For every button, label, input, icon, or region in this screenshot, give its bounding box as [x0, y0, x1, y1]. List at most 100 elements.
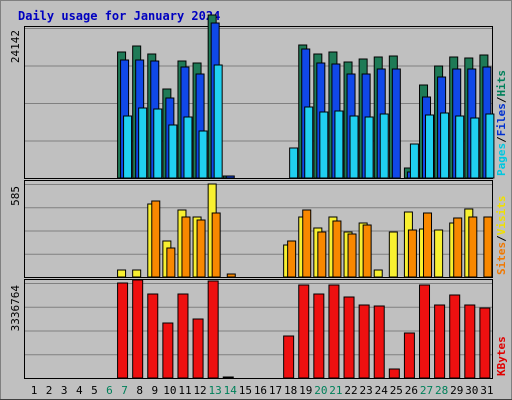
bar-visits-sites-day-13 — [211, 212, 221, 278]
bar-hits-pages-day-20 — [319, 111, 329, 179]
x-tick-label-day-25: 25 — [390, 384, 403, 397]
bar-visits-sites-day-26 — [407, 229, 417, 278]
panel-frame-kbytes — [24, 279, 493, 379]
x-tick-label-day-17: 17 — [269, 384, 282, 397]
bar-hits-pages-day-11 — [183, 116, 193, 179]
bar-kbytes-kbytes-day-23 — [358, 304, 370, 379]
x-tick-label-day-1: 1 — [31, 384, 38, 397]
bar-kbytes-kbytes-day-19 — [298, 284, 310, 379]
bar-visits-sites-day-23 — [362, 224, 372, 278]
x-tick-label-day-15: 15 — [239, 384, 252, 397]
legend-entry-hits-4: Hits — [495, 70, 508, 97]
legend-entry-visits-0: Sites — [495, 242, 508, 275]
x-tick-label-day-7: 7 — [121, 384, 128, 397]
x-tick-label-day-27: 27 — [420, 384, 433, 397]
bar-visits-sites-day-10 — [166, 247, 176, 278]
bar-kbytes-kbytes-day-10 — [162, 322, 174, 379]
bar-kbytes-kbytes-day-14 — [222, 376, 234, 379]
legend-entry-visits-1: / — [495, 235, 508, 242]
bar-hits-files-day-14 — [225, 175, 235, 179]
legend-kbytes: KBytes — [495, 336, 508, 376]
legend-entry-hits-3: / — [495, 96, 508, 103]
bar-visits-visits-day-7 — [117, 269, 127, 278]
bar-kbytes-kbytes-day-20 — [313, 293, 325, 379]
x-tick-label-day-31: 31 — [480, 384, 493, 397]
bar-visits-sites-day-14 — [226, 273, 236, 278]
bar-visits-sites-day-31 — [483, 216, 493, 278]
bar-hits-pages-day-22 — [349, 115, 359, 179]
bar-hits-pages-day-26 — [409, 143, 419, 179]
bar-hits-pages-day-28 — [440, 112, 450, 179]
bar-hits-pages-day-13 — [213, 64, 223, 179]
x-tick-label-day-22: 22 — [344, 384, 357, 397]
bar-kbytes-kbytes-day-18 — [283, 335, 295, 379]
x-tick-label-day-19: 19 — [299, 384, 312, 397]
bar-visits-sites-day-27 — [423, 212, 433, 278]
y-max-label-visits: 585 — [9, 186, 22, 206]
x-tick-label-day-6: 6 — [106, 384, 113, 397]
bar-visits-sites-day-18 — [287, 240, 297, 278]
bar-hits-pages-day-9 — [153, 108, 163, 179]
bar-kbytes-kbytes-day-30 — [464, 304, 476, 379]
bar-hits-pages-day-8 — [138, 107, 148, 179]
x-tick-label-day-5: 5 — [91, 384, 98, 397]
bar-hits-pages-day-31 — [485, 113, 495, 179]
y-max-label-kbytes: 3336764 — [9, 285, 22, 332]
legend-entry-kbytes-0: KBytes — [495, 336, 508, 376]
bar-visits-visits-day-24 — [373, 269, 383, 278]
legend-entry-hits-0: Pages — [495, 143, 508, 176]
bar-hits-pages-day-10 — [168, 124, 178, 179]
x-tick-label-day-20: 20 — [314, 384, 327, 397]
bar-visits-sites-day-21 — [332, 220, 342, 278]
bar-visits-sites-day-29 — [453, 217, 463, 278]
bar-kbytes-kbytes-day-21 — [328, 284, 340, 379]
x-tick-label-day-4: 4 — [76, 384, 83, 397]
x-tick-label-day-10: 10 — [163, 384, 176, 397]
x-tick-label-day-3: 3 — [61, 384, 68, 397]
bar-kbytes-kbytes-day-25 — [388, 368, 400, 379]
x-tick-label-day-21: 21 — [329, 384, 342, 397]
x-tick-label-day-11: 11 — [178, 384, 191, 397]
bar-hits-pages-day-12 — [198, 130, 208, 179]
bar-kbytes-kbytes-day-28 — [434, 304, 446, 379]
bar-visits-sites-day-11 — [181, 216, 191, 278]
bar-hits-pages-day-21 — [334, 110, 344, 179]
bar-hits-pages-day-29 — [455, 115, 465, 179]
bar-visits-visits-day-25 — [388, 231, 398, 278]
bar-hits-pages-day-30 — [470, 117, 480, 179]
bar-visits-visits-day-28 — [434, 229, 444, 278]
x-tick-label-day-23: 23 — [360, 384, 373, 397]
bar-hits-pages-day-23 — [364, 116, 374, 179]
x-tick-label-day-29: 29 — [450, 384, 463, 397]
legend-hits: Pages/Files/Hits — [495, 70, 508, 176]
legend-entry-visits-2: Visits — [495, 196, 508, 236]
bar-kbytes-kbytes-day-27 — [419, 284, 431, 379]
bar-kbytes-kbytes-day-8 — [132, 279, 144, 379]
x-tick-label-day-8: 8 — [136, 384, 143, 397]
legend-entry-hits-1: / — [495, 136, 508, 143]
bar-visits-sites-day-22 — [347, 233, 357, 278]
bar-kbytes-kbytes-day-22 — [343, 296, 355, 379]
chart-title: Daily usage for January 2024 — [18, 9, 220, 23]
panel-frame-hits — [24, 26, 493, 179]
bar-visits-sites-day-9 — [151, 200, 161, 278]
x-tick-label-day-14: 14 — [224, 384, 238, 397]
bar-hits-pages-day-18 — [289, 147, 299, 179]
x-tick-label-day-18: 18 — [284, 384, 297, 397]
bar-kbytes-kbytes-day-7 — [117, 282, 129, 379]
panel-frame-visits — [24, 180, 493, 278]
bar-visits-sites-day-12 — [196, 219, 206, 278]
bar-hits-pages-day-27 — [425, 114, 435, 179]
bar-visits-sites-day-20 — [317, 231, 327, 278]
y-max-label-hits: 24142 — [9, 30, 22, 63]
bar-kbytes-kbytes-day-26 — [403, 332, 415, 379]
chart-title-text: Daily usage for January 2024 — [18, 9, 220, 23]
bar-kbytes-kbytes-day-24 — [373, 305, 385, 379]
bar-kbytes-kbytes-day-29 — [449, 294, 461, 379]
x-tick-label-day-24: 24 — [375, 384, 389, 397]
x-tick-label-day-26: 26 — [405, 384, 418, 397]
legend-visits: Sites/Visits — [495, 196, 508, 276]
bar-hits-pages-day-19 — [304, 106, 314, 179]
x-tick-label-day-16: 16 — [254, 384, 267, 397]
